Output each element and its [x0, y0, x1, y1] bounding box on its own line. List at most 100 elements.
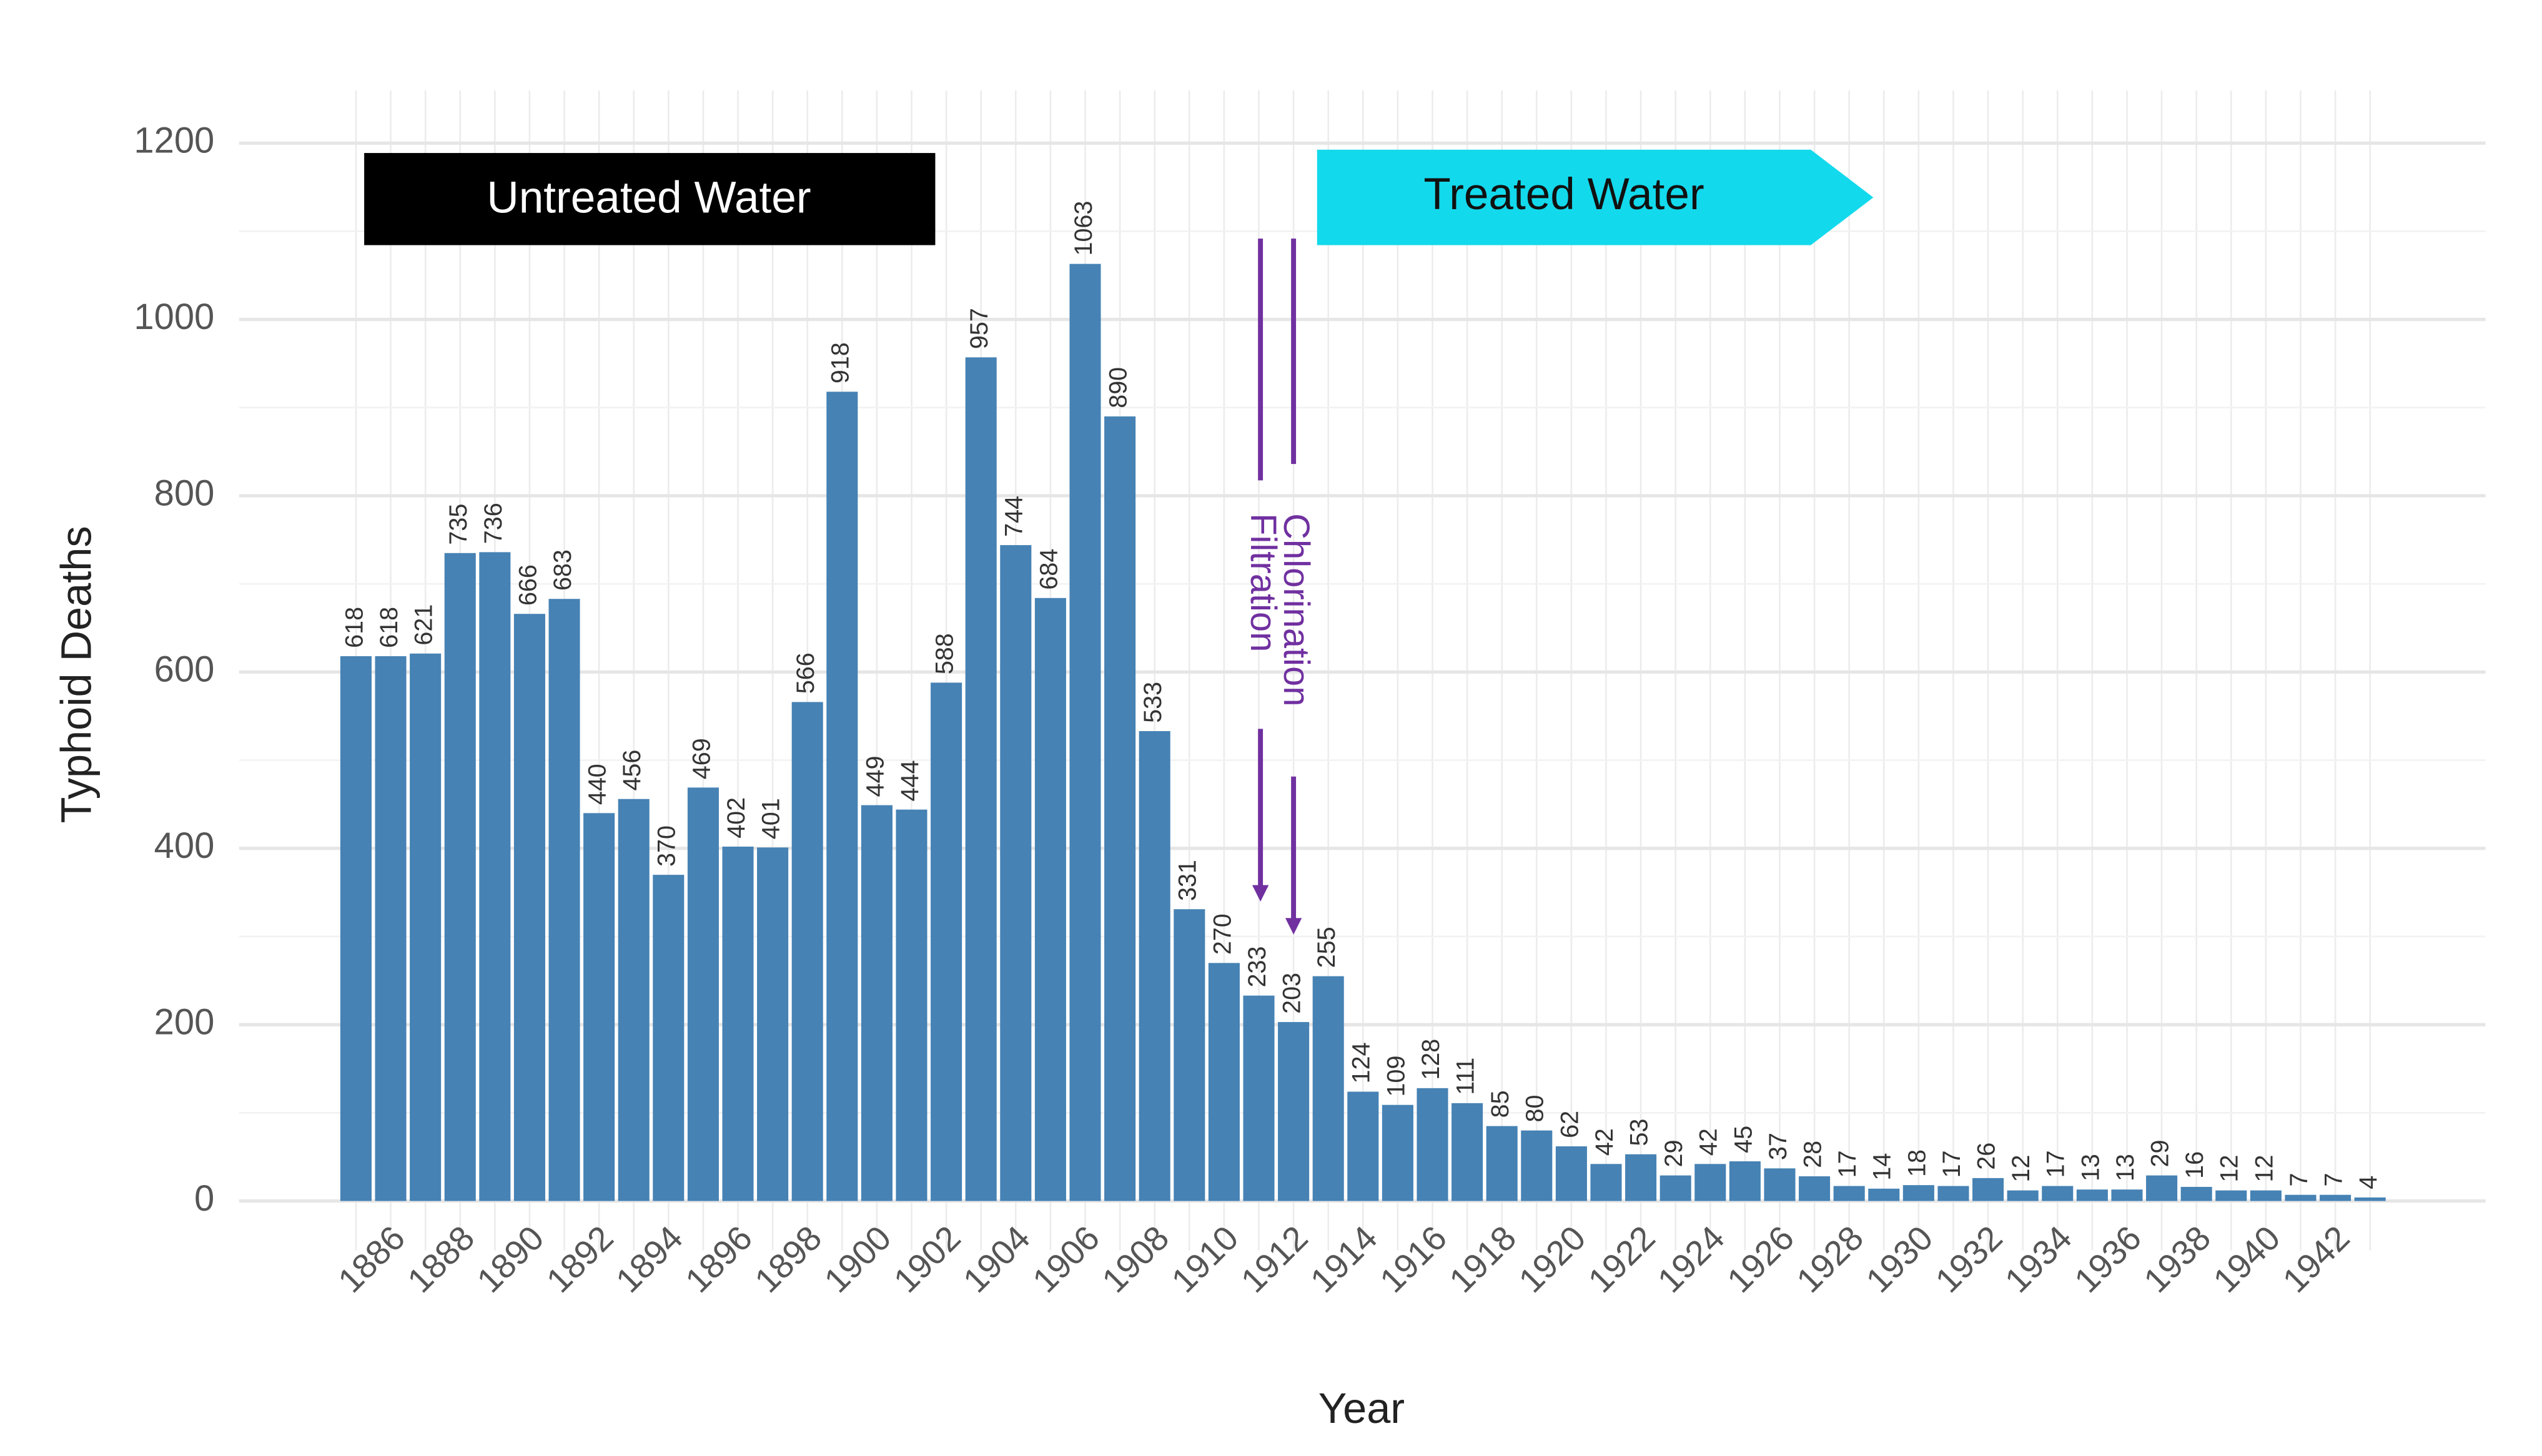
- bar: [1347, 1091, 1379, 1201]
- bar: [583, 813, 615, 1201]
- x-tick-label: 1902: [886, 1218, 968, 1300]
- bar: [1452, 1103, 1483, 1201]
- value-label: 401: [758, 798, 785, 839]
- value-label: 17: [1834, 1150, 1861, 1178]
- value-label: 18: [1903, 1149, 1931, 1177]
- y-tick-label: 1200: [134, 121, 214, 161]
- annotation: Treated Water: [1423, 170, 1704, 219]
- x-tick-label: 1932: [1928, 1218, 2010, 1300]
- value-label: 12: [2007, 1154, 2035, 1182]
- bar: [722, 846, 754, 1201]
- x-tick-label: 1938: [2136, 1218, 2218, 1300]
- value-label: 26: [1973, 1143, 2000, 1170]
- x-tick-label: 1908: [1094, 1218, 1176, 1300]
- value-label: 684: [1035, 549, 1062, 590]
- bar: [1590, 1164, 1622, 1201]
- x-tick-label: 1910: [1164, 1218, 1246, 1300]
- value-label: 16: [2181, 1151, 2208, 1179]
- x-tick-label: 1934: [1997, 1218, 2079, 1300]
- bar: [2180, 1186, 2212, 1201]
- bar: [1625, 1154, 1657, 1201]
- value-label: 62: [1556, 1111, 1583, 1138]
- bar: [1833, 1186, 1865, 1201]
- y-tick-label: 600: [154, 650, 215, 690]
- bar: [791, 702, 823, 1201]
- bar: [1104, 416, 1136, 1201]
- treated-arrow: [1317, 149, 1874, 245]
- value-label: 890: [1105, 367, 1132, 408]
- x-tick-label: 1896: [678, 1218, 759, 1300]
- value-label: 957: [966, 308, 993, 349]
- bar: [2042, 1186, 2074, 1201]
- value-label: 42: [1695, 1128, 1723, 1156]
- bar: [1868, 1188, 1900, 1201]
- bar: [826, 391, 858, 1201]
- value-label: 17: [2042, 1150, 2070, 1178]
- x-tick-label: 1918: [1442, 1218, 1523, 1300]
- bar: [1034, 598, 1066, 1201]
- value-label: 28: [1799, 1141, 1827, 1168]
- bar: [1521, 1130, 1553, 1201]
- value-label: 85: [1486, 1090, 1514, 1118]
- bar: [618, 799, 650, 1201]
- bar: [1729, 1161, 1761, 1201]
- value-label: 444: [896, 760, 924, 802]
- value-label: 4: [2355, 1176, 2382, 1189]
- bar: [479, 552, 511, 1201]
- arrow-head: [1285, 918, 1302, 935]
- bar: [757, 847, 789, 1201]
- bar: [896, 809, 927, 1201]
- value-label: 17: [1938, 1150, 1966, 1178]
- x-tick-label: 1904: [956, 1218, 1037, 1300]
- bar: [1139, 731, 1170, 1201]
- x-tick-label: 1914: [1303, 1218, 1385, 1300]
- x-tick-label: 1928: [1789, 1218, 1871, 1300]
- x-axis-title: Year: [1318, 1384, 1405, 1432]
- bar: [444, 553, 476, 1201]
- untreated-box: [364, 153, 936, 245]
- value-label: 370: [653, 825, 681, 867]
- bar: [2111, 1189, 2143, 1201]
- value-label: 735: [445, 504, 472, 545]
- y-tick-label: 800: [154, 473, 215, 513]
- x-tick-label: 1940: [2206, 1218, 2288, 1300]
- bar: [2076, 1189, 2108, 1201]
- bar: [1902, 1185, 1934, 1201]
- bar: [1069, 263, 1101, 1201]
- value-label: 440: [584, 764, 611, 805]
- bar: [513, 614, 545, 1201]
- bar: [1555, 1146, 1587, 1201]
- value-label: 29: [1660, 1139, 1688, 1167]
- value-label: 744: [1001, 496, 1028, 537]
- x-tick-label: 1912: [1234, 1218, 1315, 1300]
- bar: [1937, 1186, 1969, 1201]
- bar: [1659, 1175, 1691, 1201]
- bar: [1486, 1126, 1518, 1201]
- value-label: 13: [2077, 1154, 2104, 1181]
- bar: [1243, 995, 1275, 1201]
- value-label: 37: [1764, 1133, 1792, 1160]
- value-label: 29: [2147, 1139, 2174, 1167]
- bar: [2320, 1194, 2352, 1201]
- value-label: 12: [2216, 1154, 2243, 1182]
- x-tick-label: 1888: [400, 1218, 482, 1300]
- bar: [1312, 976, 1344, 1201]
- bar: [2007, 1190, 2039, 1201]
- x-tick-label: 1900: [817, 1218, 899, 1300]
- bar: [375, 656, 407, 1201]
- value-label: 128: [1417, 1039, 1445, 1080]
- value-label: 7: [2285, 1173, 2313, 1187]
- value-label: 42: [1591, 1128, 1618, 1156]
- x-tick-label: 1936: [2067, 1218, 2149, 1300]
- x-tick-label: 1886: [330, 1218, 412, 1300]
- value-label: 13: [2112, 1154, 2139, 1181]
- bar: [548, 599, 580, 1201]
- y-tick-label: 0: [194, 1179, 214, 1219]
- x-tick-label: 1894: [608, 1218, 690, 1300]
- value-label: 124: [1348, 1042, 1375, 1083]
- value-label: 618: [340, 607, 368, 648]
- bar: [2146, 1175, 2178, 1201]
- value-label: 683: [549, 549, 576, 591]
- y-axis-title: Typhoid Deaths: [52, 526, 100, 823]
- value-label: 255: [1313, 927, 1340, 968]
